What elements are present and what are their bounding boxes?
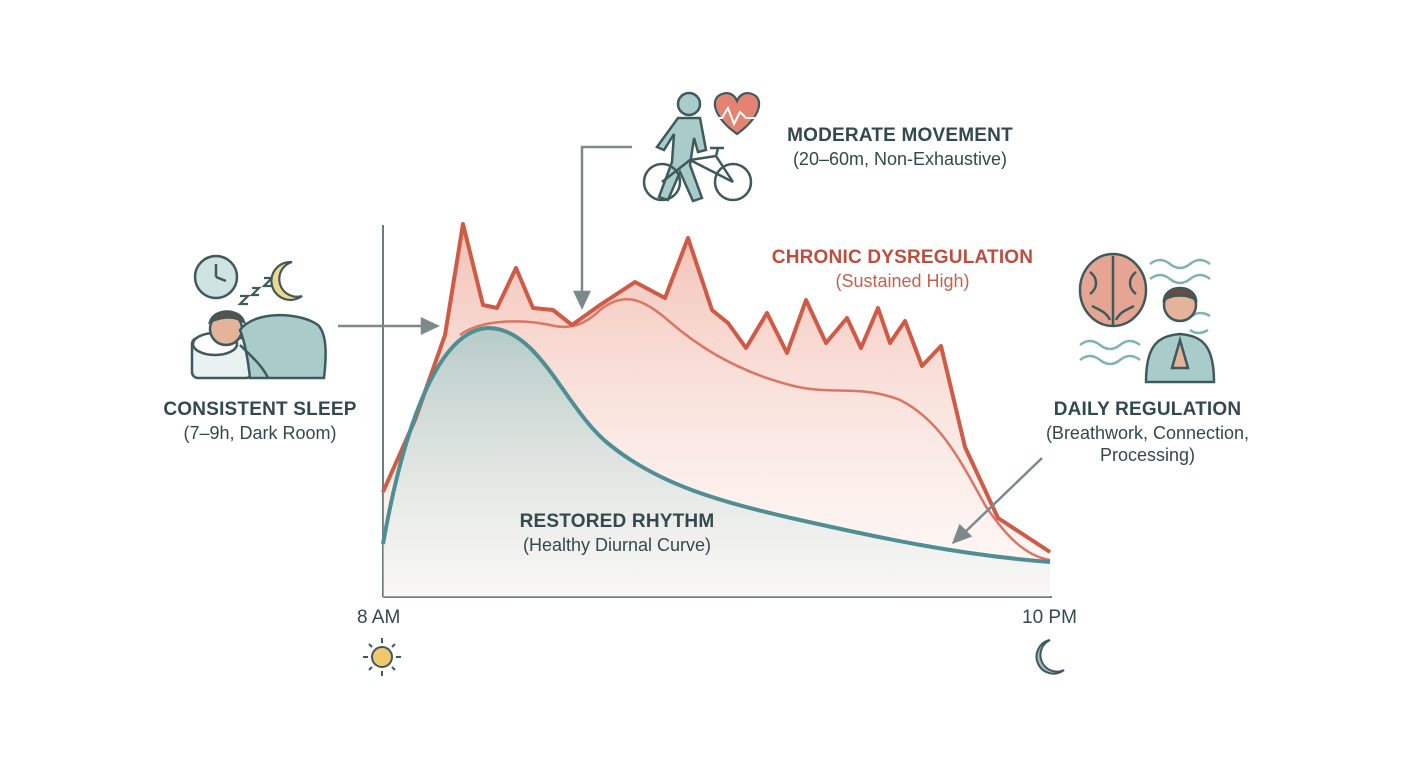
restored-subtitle: (Healthy Diurnal Curve) bbox=[522, 534, 712, 555]
sleeping-person-icon bbox=[190, 310, 327, 380]
regulation-title: DAILY REGULATION bbox=[1053, 399, 1242, 420]
heart-pulse-icon bbox=[710, 92, 762, 136]
brain-icon bbox=[1078, 252, 1148, 328]
restored-title: RESTORED RHYTHM bbox=[519, 511, 715, 532]
regulation-subtitle-line2: Processing) bbox=[1099, 445, 1196, 466]
walking-person-icon bbox=[655, 91, 708, 203]
restored-area bbox=[383, 328, 1050, 597]
sun-icon bbox=[363, 638, 401, 676]
movement-subtitle: (20–60m, Non-Exhaustive) bbox=[792, 148, 1008, 169]
regulation-arrow bbox=[951, 457, 1043, 545]
bicycle-icon bbox=[642, 146, 753, 202]
sleep-subtitle: (7–9h, Dark Room) bbox=[183, 422, 337, 443]
restored-line bbox=[381, 325, 1051, 564]
wave-lines-icon bbox=[1079, 258, 1211, 366]
breathing-person-icon bbox=[1144, 286, 1216, 384]
sleep-label: CONSISTENT SLEEP (7–9h, Dark Room) bbox=[150, 398, 370, 444]
movement-arrow bbox=[573, 145, 632, 310]
crescent-moon-icon bbox=[270, 260, 303, 301]
x-axis-start-label: 8 AM bbox=[357, 607, 401, 628]
dysregulation-smooth-curve bbox=[459, 297, 1051, 562]
dysregulation-subtitle: (Sustained High) bbox=[835, 270, 970, 291]
regulation-subtitle-line1: (Breathwork, Connection, bbox=[1045, 422, 1250, 443]
movement-title: MODERATE MOVEMENT bbox=[787, 125, 1013, 146]
sleep-zzz-icon bbox=[237, 276, 275, 306]
clock-icon bbox=[193, 254, 239, 300]
dysregulation-label: CHRONIC DYSREGULATION (Sustained High) bbox=[770, 246, 1035, 292]
movement-label: MODERATE MOVEMENT (20–60m, Non-Exhaustiv… bbox=[770, 124, 1030, 170]
x-axis-end-label: 10 PM bbox=[1022, 607, 1077, 628]
dysregulation-title: CHRONIC DYSREGULATION bbox=[771, 247, 1034, 268]
sleep-arrow bbox=[338, 317, 440, 335]
sleep-title: CONSISTENT SLEEP bbox=[163, 399, 357, 420]
regulation-label: DAILY REGULATION (Breathwork, Connection… bbox=[1025, 398, 1270, 467]
restored-label: RESTORED RHYTHM (Healthy Diurnal Curve) bbox=[492, 510, 742, 556]
dysregulation-line bbox=[381, 222, 1052, 554]
moon-icon bbox=[1035, 639, 1065, 675]
